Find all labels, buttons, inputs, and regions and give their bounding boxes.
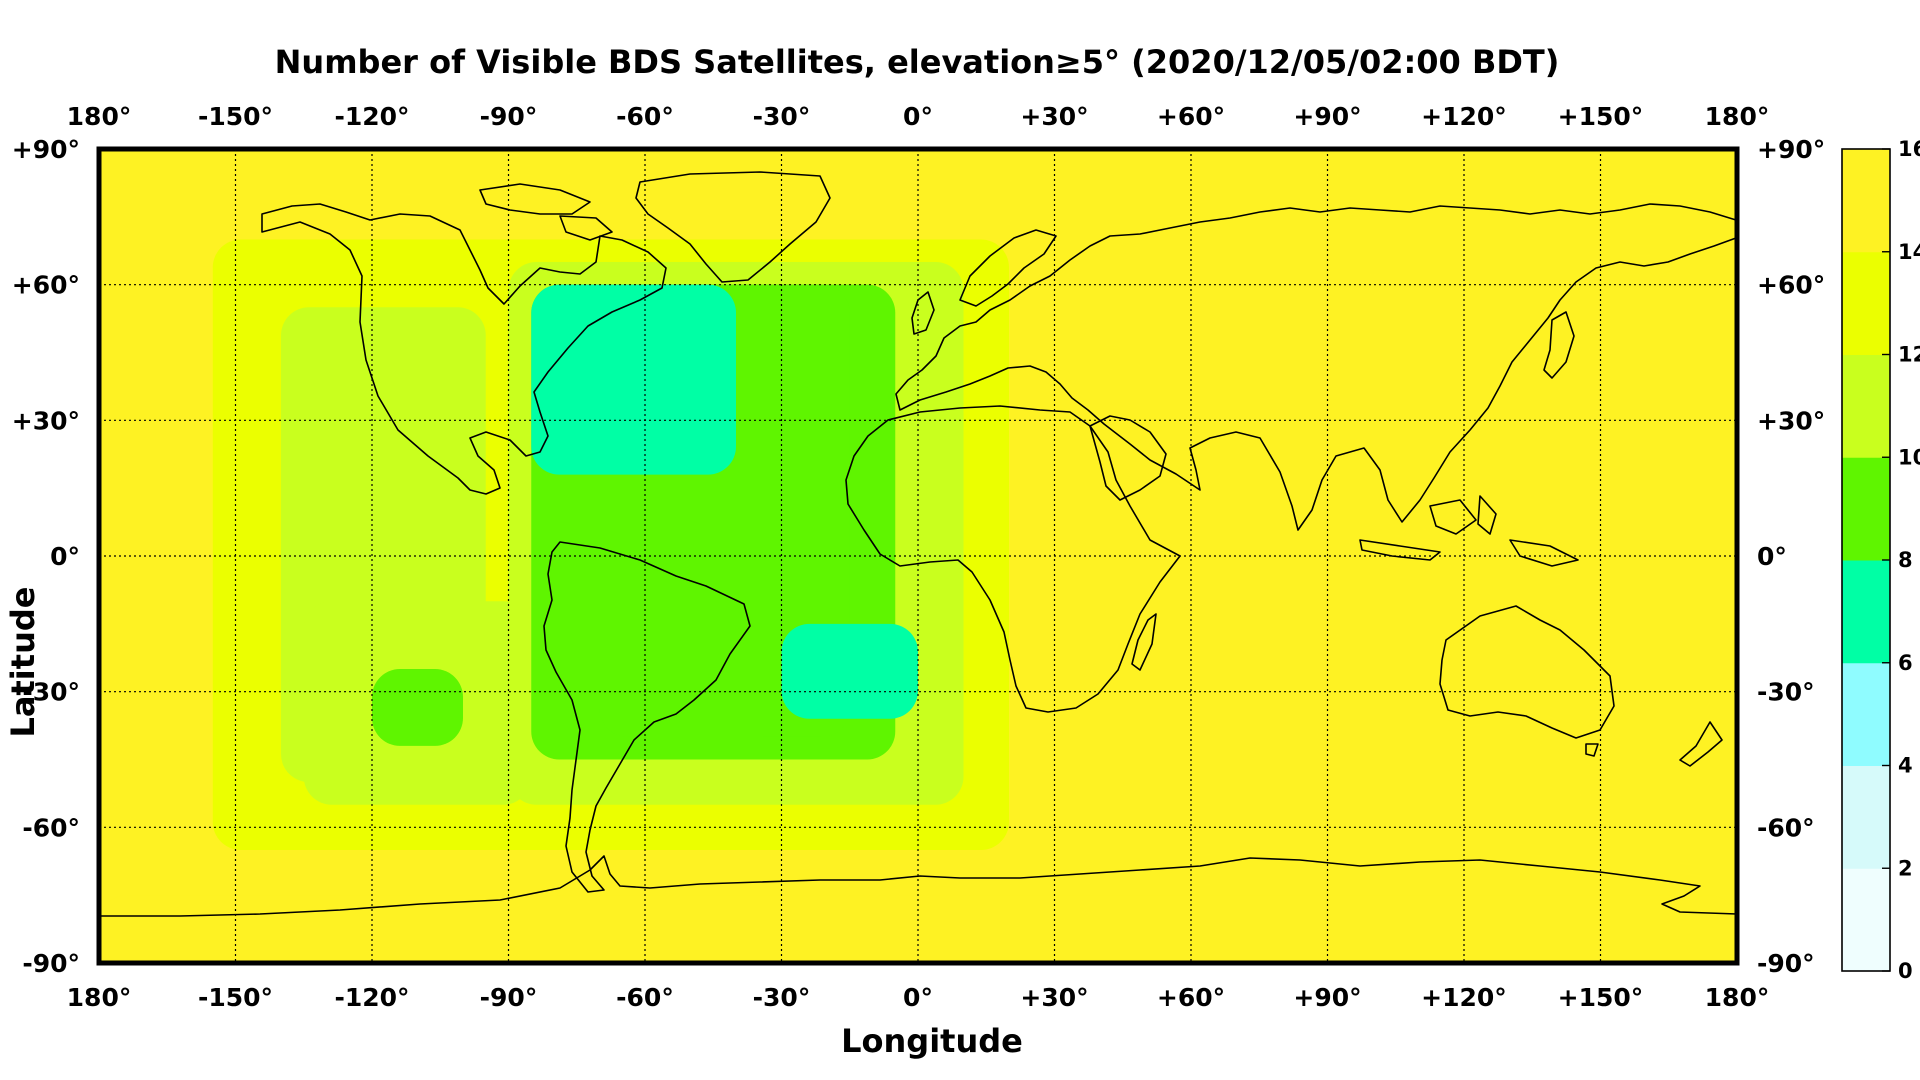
longitude-tick-label-top: -90° [480,102,538,131]
colorbar-tick-label: 12 [1898,343,1920,367]
latitude-ticks-right: +90° +60° +30° 0° -30° -60° -90° [1757,135,1825,978]
longitude-tick-label-top: -150° [198,102,273,131]
colorbar-swatch [1842,354,1890,458]
x-axis-label: Longitude [841,1022,1023,1060]
latitude-tick-label-left: +30° [12,406,80,435]
colorbar-tick-label: 14 [1898,240,1920,264]
colorbar-swatches [1842,149,1890,972]
colorbar-swatch [1842,560,1890,664]
coastline-eurasia [895,203,1737,531]
map-area [96,146,1740,966]
latitude-tick-label-left: +60° [12,271,80,300]
colorbar-swatch [1842,457,1890,561]
latitude-tick-label-right: +90° [1757,135,1825,164]
latitude-tick-label-left: 0° [50,542,80,571]
latitude-tick-label-right: 0° [1757,542,1787,571]
latitude-tick-label-left: -60° [22,813,80,842]
longitude-tick-label-top: +150° [1558,102,1644,131]
coastline-australia [1439,605,1615,739]
coastline-antarctica [99,855,1737,917]
longitude-tick-label-top: -30° [753,102,811,131]
longitude-tick-label-bottom: +90° [1293,983,1361,1012]
colorbar-swatch [1842,662,1890,766]
coastline-south-america [543,541,751,893]
longitude-tick-label-top: 0° [903,102,933,131]
colorbar-tick-label: 16 [1898,137,1920,161]
latitude-ticks-left: +90° +60° +30° 0° -30° -60° -90° [12,135,80,978]
longitude-tick-label-top: 180° [67,102,132,131]
coastline-southeast-asia-islands [1359,495,1579,567]
y-axis-label: Latitude [4,587,42,738]
coastline-new-zealand [1679,721,1723,767]
map-title: Number of Visible BDS Satellites, elevat… [275,43,1560,81]
colorbar-labels: 0 2 4 6 8 10 12 14 16 [1882,137,1920,983]
longitude-ticks-bottom: 180° -150° -120° -90° -60° -30° 0° +30° +60° +90°… [67,983,1770,1012]
longitude-tick-label-bottom: 180° [1705,983,1770,1012]
coastline-japan [1543,311,1575,379]
latitude-tick-label-right: +60° [1757,271,1825,300]
longitude-tick-label-top: +30° [1020,102,1088,131]
heat-region [531,284,736,475]
longitude-tick-label-bottom: +30° [1020,983,1088,1012]
longitude-tick-label-bottom: -150° [198,983,273,1012]
colorbar-tick-label: 0 [1898,959,1913,983]
coastline-scandinavia [959,229,1057,307]
longitude-tick-label-bottom: 180° [67,983,132,1012]
colorbar-swatch [1842,765,1890,869]
colorbar-swatch [1842,868,1890,972]
colorbar-tick-label: 4 [1898,754,1913,778]
colorbar-swatch [1842,149,1890,253]
latitude-tick-label-left: -90° [22,949,80,978]
latitude-tick-label-right: +30° [1757,406,1825,435]
latitude-tick-label-left: -30° [22,678,80,707]
latitude-tick-label-right: -30° [1757,678,1815,707]
heat-region [372,669,463,746]
longitude-tick-label-top: -60° [616,102,674,131]
longitude-ticks-top: 180° -150° -120° -90° -60° -30° 0° +30° +60° +90°… [67,102,1770,131]
coastline-greenland [635,171,831,283]
latitude-tick-label-right: -90° [1757,949,1815,978]
coastline-north-america [261,203,667,495]
coastline-africa [845,405,1181,713]
coastline-tasmania [1585,743,1599,757]
latitude-tick-label-right: -60° [1757,813,1815,842]
longitude-tick-label-top: -120° [334,102,409,131]
colorbar: 0 2 4 6 8 10 12 14 16 [1841,137,1920,983]
heat-region [781,623,918,719]
coastlines [99,171,1737,917]
longitude-tick-label-bottom: 0° [903,983,933,1012]
colorbar-swatch [1842,251,1890,355]
coastline-madagascar [1131,613,1157,671]
colorbar-tick-label: 10 [1898,445,1920,469]
coastline-arabia [1089,415,1167,501]
coastline-arctic-islands [479,183,613,241]
colorbar-tick-label: 8 [1898,548,1913,572]
coastline-british-isles [911,291,935,335]
longitude-tick-label-bottom: +60° [1157,983,1225,1012]
longitude-tick-label-top: 180° [1705,102,1770,131]
longitude-tick-label-bottom: -120° [334,983,409,1012]
longitude-tick-label-bottom: -60° [616,983,674,1012]
longitude-tick-label-top: +60° [1157,102,1225,131]
longitude-tick-label-bottom: -30° [753,983,811,1012]
longitude-tick-label-bottom: +120° [1421,983,1507,1012]
colorbar-tick-label: 2 [1898,856,1913,880]
longitude-tick-label-top: +90° [1293,102,1361,131]
longitude-tick-label-top: +120° [1421,102,1507,131]
map-frame [96,146,1740,966]
latitude-tick-label-left: +90° [12,135,80,164]
longitude-tick-label-bottom: +150° [1558,983,1644,1012]
longitude-tick-label-bottom: -90° [480,983,538,1012]
graticule [99,149,1737,963]
colorbar-tick-label: 6 [1898,651,1913,675]
